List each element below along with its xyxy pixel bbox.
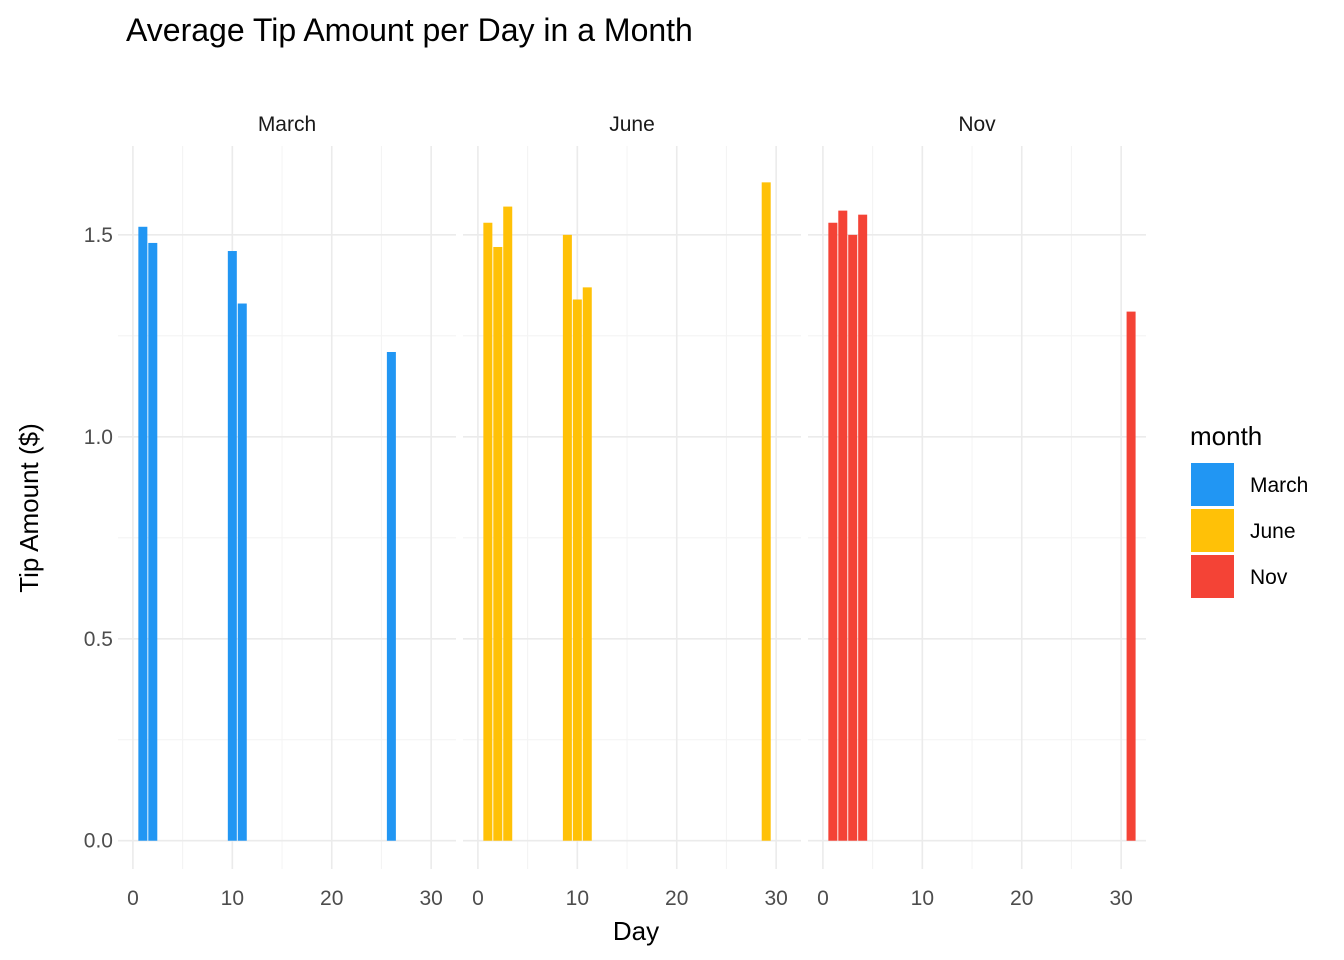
x-tick-label: 20 [320, 887, 343, 910]
bar-nov-day-2 [838, 210, 848, 841]
y-axis-title: Tip Amount ($) [14, 423, 44, 593]
bar-june-day-29 [761, 182, 771, 841]
bar-june-day-2 [493, 246, 503, 841]
bar-march-day-10 [227, 251, 237, 841]
facet-strip-label: March [258, 113, 316, 136]
legend-title: month [1190, 421, 1262, 451]
x-tick-label: 10 [911, 887, 934, 910]
y-tick-label: 1.5 [84, 224, 113, 247]
bar-nov-day-4 [858, 214, 868, 841]
x-tick-label: 30 [419, 887, 442, 910]
bar-nov-day-3 [848, 234, 858, 841]
x-tick-label: 30 [1109, 887, 1132, 910]
x-tick-label: 20 [1010, 887, 1033, 910]
x-tick-label: 10 [221, 887, 244, 910]
y-tick-label: 0.0 [84, 830, 113, 853]
legend: month March June Nov [1190, 421, 1308, 598]
facet-strip-label: Nov [958, 113, 996, 136]
bar-june-day-1 [483, 222, 493, 841]
facet-panel-june: June 0 10 20 30 [463, 113, 801, 910]
chart-title: Average Tip Amount per Day in a Month [126, 12, 693, 48]
bar-march-day-2 [148, 242, 158, 841]
bar-march-day-26 [386, 351, 396, 841]
y-tick-label: 1.0 [84, 426, 113, 449]
legend-key-nov [1191, 555, 1234, 598]
legend-label-june: June [1250, 520, 1296, 543]
legend-key-march [1191, 463, 1234, 506]
facet-strip-label: June [609, 113, 655, 136]
legend-label-march: March [1250, 474, 1308, 497]
bar-june-day-9 [562, 234, 572, 841]
x-tick-label: 0 [127, 887, 139, 910]
bar-june-day-3 [503, 206, 513, 841]
facet-panel-nov: Nov 0 10 20 30 [808, 113, 1146, 910]
x-tick-label: 0 [472, 887, 484, 910]
bar-march-day-11 [237, 303, 247, 841]
bar-nov-day-1 [828, 222, 838, 841]
x-axis-title: Day [613, 916, 659, 946]
bar-june-day-11 [582, 287, 592, 841]
y-tick-label: 0.5 [84, 628, 113, 651]
legend-label-nov: Nov [1250, 566, 1288, 589]
x-tick-label: 0 [817, 887, 829, 910]
facet-panel-march: March 0 10 20 30 [118, 113, 456, 910]
x-tick-label: 30 [764, 887, 787, 910]
x-tick-label: 10 [566, 887, 589, 910]
bar-march-day-1 [138, 226, 148, 841]
facet-panels: March 0 10 20 30 June 0 10 20 30 Nov 0 10 20 30 0.0 0.5 1… [84, 113, 1146, 910]
bar-nov-day-31 [1126, 311, 1136, 841]
legend-key-june [1191, 509, 1234, 552]
bar-june-day-10 [572, 299, 582, 841]
x-tick-label: 20 [665, 887, 688, 910]
